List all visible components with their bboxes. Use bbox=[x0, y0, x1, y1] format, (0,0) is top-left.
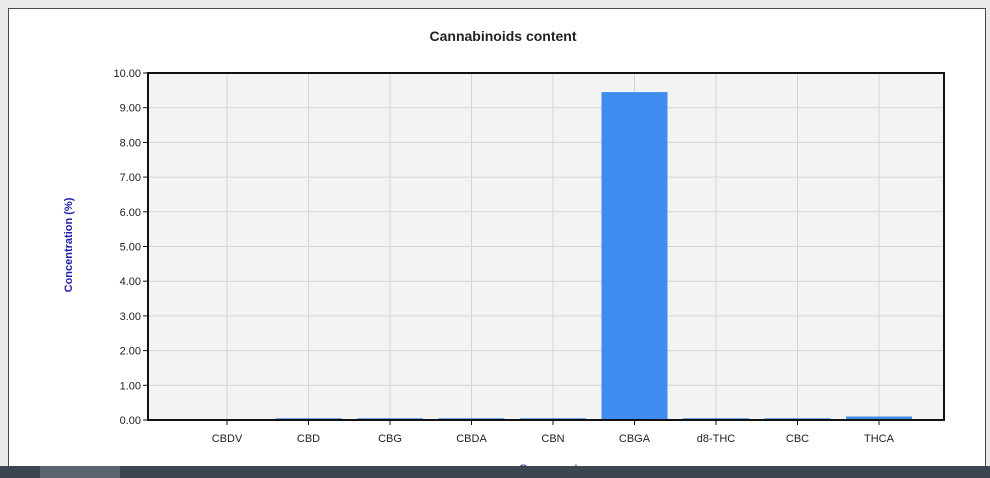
x-tick-label: CBGA bbox=[619, 433, 651, 445]
x-tick-label: CBC bbox=[786, 433, 809, 445]
y-tick-label: 10.00 bbox=[113, 68, 141, 80]
x-tick-label: CBG bbox=[378, 433, 402, 445]
x-tick-label: d8-THC bbox=[697, 433, 736, 445]
bar-cbga bbox=[601, 92, 668, 421]
chart-title: Cannabinoids content bbox=[430, 28, 577, 44]
x-tick-label: THCA bbox=[864, 433, 895, 445]
y-tick-label: 6.00 bbox=[120, 207, 141, 219]
y-tick-label: 7.00 bbox=[120, 172, 141, 184]
x-tick-label: CBD bbox=[297, 433, 320, 445]
y-tick-label: 0.00 bbox=[120, 415, 141, 427]
y-axis-label: Concentration (%) bbox=[63, 197, 75, 292]
y-tick-label: 1.00 bbox=[120, 380, 141, 392]
y-tick-label: 9.00 bbox=[120, 103, 141, 115]
y-tick-label: 2.00 bbox=[120, 346, 141, 358]
y-tick-label: 8.00 bbox=[120, 137, 141, 149]
y-tick-label: 3.00 bbox=[120, 311, 141, 323]
bar-thca bbox=[846, 416, 912, 420]
y-tick-label: 5.00 bbox=[120, 242, 141, 254]
taskbar-strip bbox=[0, 466, 990, 478]
x-tick-label: CBDA bbox=[456, 433, 487, 445]
x-tick-label: CBDV bbox=[212, 433, 243, 445]
y-tick-label: 4.00 bbox=[120, 276, 141, 288]
x-tick-label: CBN bbox=[541, 433, 564, 445]
